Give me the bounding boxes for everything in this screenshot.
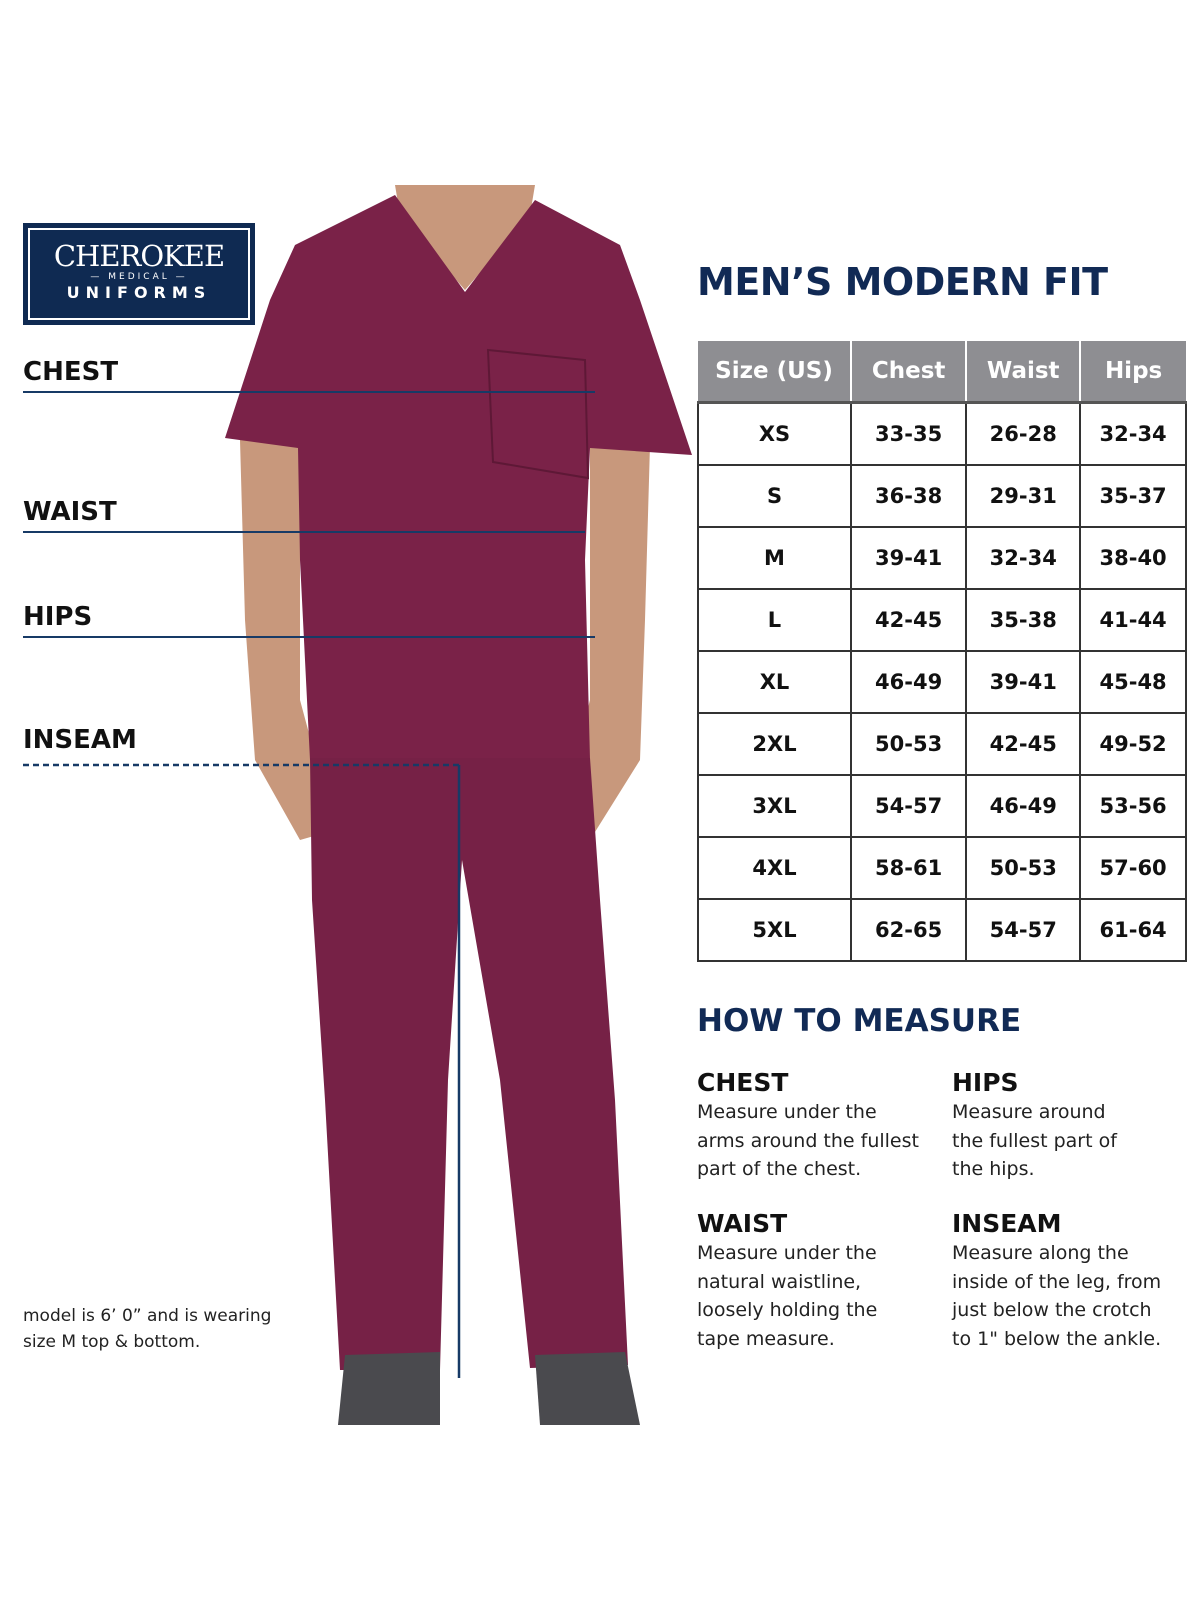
cell-size: 4XL — [697, 836, 852, 900]
header-waist: Waist — [966, 341, 1082, 404]
cell-hips: 53-56 — [1079, 774, 1187, 838]
cell-chest: 58-61 — [849, 836, 968, 900]
header-size: Size (US) — [698, 341, 852, 404]
chest-pocket — [486, 348, 590, 480]
how-to-hips: HIPS Measure around the fullest part of … — [952, 1068, 1117, 1180]
scrub-pants — [310, 758, 628, 1370]
inseam-label: INSEAM — [23, 725, 137, 755]
how-to-chest: CHEST Measure under the arms around the … — [697, 1068, 919, 1180]
cell-waist: 32-34 — [965, 526, 1082, 590]
table-row: XS 33-35 26-28 32-34 — [697, 401, 1187, 466]
cell-hips: 57-60 — [1079, 836, 1187, 900]
cell-hips: 38-40 — [1079, 526, 1187, 590]
cell-size: L — [697, 588, 852, 652]
cell-size: XS — [697, 401, 852, 466]
how-to-inseam: INSEAM Measure along the inside of the l… — [952, 1209, 1162, 1350]
header-chest: Chest — [851, 341, 968, 404]
cell-chest: 50-53 — [849, 712, 968, 776]
cell-hips: 45-48 — [1079, 650, 1187, 714]
cell-hips: 61-64 — [1079, 898, 1187, 962]
waist-label: WAIST — [23, 497, 117, 527]
cell-hips: 35-37 — [1079, 464, 1187, 528]
cell-waist: 54-57 — [965, 898, 1082, 962]
cell-waist: 42-45 — [965, 712, 1082, 776]
cell-chest: 62-65 — [849, 898, 968, 962]
table-header-row: Size (US) Chest Waist Hips — [698, 341, 1186, 404]
page-title: MEN’S MODERN FIT — [697, 260, 1108, 304]
size-chart-table: Size (US) Chest Waist Hips XS 33-35 26-28 3… — [697, 341, 1187, 962]
cell-size: 2XL — [697, 712, 852, 776]
chest-line — [23, 391, 595, 393]
table-row: 3XL 54-57 46-49 53-56 — [697, 774, 1187, 838]
cell-chest: 36-38 — [849, 464, 968, 528]
chest-label: CHEST — [23, 357, 119, 387]
cell-chest: 39-41 — [849, 526, 968, 590]
table-row: 4XL 58-61 50-53 57-60 — [697, 836, 1187, 900]
cell-chest: 42-45 — [849, 588, 968, 652]
cell-hips: 49-52 — [1079, 712, 1187, 776]
cherokee-logo: CHEROKEE — MEDICAL — UNIFORMS — [23, 223, 255, 325]
header-hips: Hips — [1080, 341, 1186, 404]
cell-size: XL — [697, 650, 852, 714]
how-to-waist: WAIST Measure under the natural waistlin… — [697, 1209, 878, 1350]
cell-size: 3XL — [697, 774, 852, 838]
cell-chest: 33-35 — [849, 401, 968, 466]
waist-line — [23, 531, 585, 533]
hips-line — [23, 636, 595, 638]
cell-hips: 32-34 — [1079, 401, 1187, 466]
cell-waist: 50-53 — [965, 836, 1082, 900]
cell-chest: 46-49 — [849, 650, 968, 714]
table-row: 5XL 62-65 54-57 61-64 — [697, 898, 1187, 962]
cell-size: M — [697, 526, 852, 590]
cell-waist: 46-49 — [965, 774, 1082, 838]
cell-waist: 26-28 — [965, 401, 1082, 466]
cell-chest: 54-57 — [849, 774, 968, 838]
cell-hips: 41-44 — [1079, 588, 1187, 652]
how-to-measure-title: HOW TO MEASURE — [697, 1003, 1022, 1039]
scrub-top — [225, 195, 692, 760]
cell-size: 5XL — [697, 898, 852, 962]
neck — [395, 185, 535, 290]
right-shoe — [535, 1352, 640, 1425]
table-row: L 42-45 35-38 41-44 — [697, 588, 1187, 652]
cell-waist: 35-38 — [965, 588, 1082, 652]
table-row: 2XL 50-53 42-45 49-52 — [697, 712, 1187, 776]
table-row: S 36-38 29-31 35-37 — [697, 464, 1187, 528]
left-arm — [240, 440, 335, 840]
cell-waist: 29-31 — [965, 464, 1082, 528]
hips-label: HIPS — [23, 602, 93, 632]
table-row: XL 46-49 39-41 45-48 — [697, 650, 1187, 714]
model-note: model is 6’ 0” and is wearing size M top… — [23, 1306, 272, 1352]
table-row: M 39-41 32-34 38-40 — [697, 526, 1187, 590]
model-figure — [23, 185, 692, 1425]
left-shoe — [338, 1352, 440, 1425]
cell-waist: 39-41 — [965, 650, 1082, 714]
cell-size: S — [697, 464, 852, 528]
